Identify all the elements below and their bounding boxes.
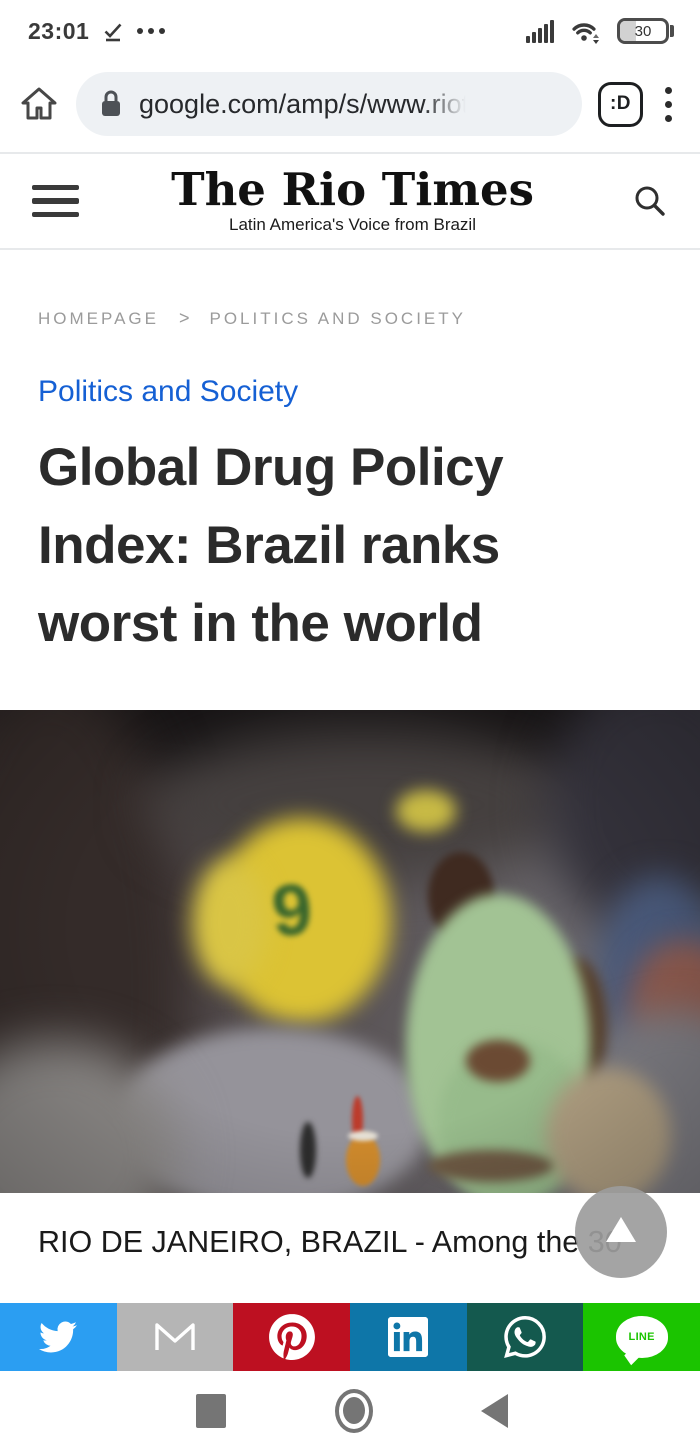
hamburger-menu-button[interactable]: [32, 181, 79, 222]
tab-count-badge: :D: [609, 93, 632, 114]
photo-blob: [546, 1068, 671, 1193]
home-ring-icon: [334, 1388, 373, 1433]
photo-blob: [348, 1131, 378, 1141]
up-arrow-icon: [606, 1216, 636, 1242]
article-body-text: RIO DE JANEIRO, BRAZIL - Among the 30: [38, 1225, 622, 1259]
recent-apps-button[interactable]: [196, 1393, 226, 1428]
scroll-to-top-button[interactable]: [575, 1186, 667, 1278]
wifi-icon: [571, 18, 603, 44]
site-title: The Rio Times: [171, 163, 534, 216]
site-logo[interactable]: The Rio Times Latin America's Voice from…: [79, 167, 632, 235]
divider: [0, 152, 700, 154]
android-home-button[interactable]: [334, 1388, 373, 1433]
article-headline: Global Drug Policy Index: Brazil ranks w…: [38, 438, 504, 653]
line-label: LINE: [628, 1331, 655, 1343]
checkmark-underline-icon: [101, 19, 125, 43]
share-twitter-button[interactable]: [0, 1303, 117, 1371]
home-button[interactable]: [18, 83, 60, 125]
photo-blob: [352, 1096, 363, 1144]
notification-overflow-icon: [137, 28, 166, 34]
twitter-icon: [39, 1318, 78, 1356]
photo-vignette: [0, 710, 700, 1193]
share-gmail-button[interactable]: [116, 1303, 234, 1371]
cellular-signal-icon: [526, 19, 557, 43]
share-bar: LINE: [0, 1303, 700, 1371]
photo-blob: [428, 1150, 553, 1182]
search-button[interactable]: [632, 183, 668, 219]
article-page: HOMEPAGE > POLITICS AND SOCIETY Politics…: [0, 308, 700, 663]
tab-switcher-button[interactable]: :D: [598, 81, 643, 127]
divider: [0, 248, 700, 250]
share-pinterest-button[interactable]: [233, 1303, 351, 1371]
line-icon: LINE: [615, 1316, 668, 1358]
share-linkedin-button[interactable]: [350, 1303, 467, 1371]
site-header: The Rio Times Latin America's Voice from…: [0, 154, 700, 248]
battery-percent: 30: [634, 22, 652, 40]
photo-blob: [192, 860, 267, 985]
breadcrumb-category-link[interactable]: POLITICS AND SOCIETY: [209, 308, 466, 328]
battery-fill: [620, 21, 636, 41]
photo-blob: [346, 1134, 380, 1186]
browser-menu-button[interactable]: [659, 83, 678, 126]
clock: 23:01: [28, 17, 90, 44]
android-navigation-bar: [0, 1371, 700, 1456]
article-category-link[interactable]: Politics and Society: [38, 375, 299, 408]
photo-blob: [396, 790, 456, 832]
browser-toolbar: google.com/amp/s/www.riot :D: [0, 56, 700, 152]
linkedin-icon: [388, 1317, 429, 1357]
url-bar[interactable]: google.com/amp/s/www.riot: [76, 72, 582, 136]
breadcrumb: HOMEPAGE > POLITICS AND SOCIETY: [38, 308, 662, 329]
whatsapp-icon: [504, 1316, 546, 1358]
photo-blob: [300, 1122, 316, 1178]
share-line-button[interactable]: LINE: [583, 1303, 700, 1371]
url-text: google.com/amp/s/www.riot: [139, 88, 470, 119]
android-back-button[interactable]: [481, 1393, 508, 1428]
lock-icon: [98, 89, 124, 119]
chevron-right-icon: >: [178, 308, 190, 328]
battery-icon: 30: [617, 18, 674, 44]
pinterest-icon: [268, 1314, 315, 1360]
breadcrumb-homepage-link[interactable]: HOMEPAGE: [38, 308, 159, 328]
site-tagline: Latin America's Voice from Brazil: [228, 215, 476, 234]
status-bar: 23:01: [0, 0, 700, 56]
article-hero-image: 9: [0, 710, 700, 1193]
photo-blob: [466, 1040, 530, 1082]
share-whatsapp-button[interactable]: [466, 1303, 584, 1371]
gmail-icon: [152, 1319, 198, 1355]
